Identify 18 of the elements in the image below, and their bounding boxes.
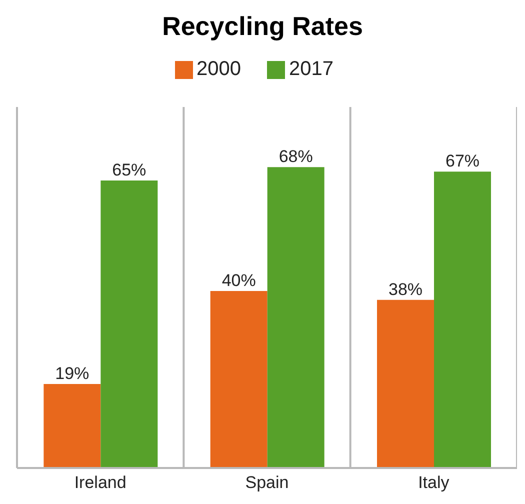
bar: [44, 384, 101, 468]
chart-title: Recycling Rates: [161, 10, 364, 43]
data-label: 67%: [445, 152, 480, 171]
bar: [267, 167, 324, 468]
x-tick-label: Italy: [418, 473, 450, 492]
bar: [377, 300, 434, 468]
data-label: 68%: [278, 147, 313, 166]
data-label: 65%: [112, 160, 146, 180]
x-tick-label: Ireland: [74, 473, 126, 492]
legend-label: 2017: [289, 58, 334, 80]
data-label: 19%: [55, 364, 90, 383]
data-label: 38%: [388, 280, 423, 299]
x-tick-label: Spain: [245, 473, 289, 492]
bar: [434, 172, 491, 468]
bar: [100, 180, 158, 468]
data-label: 40%: [222, 271, 256, 290]
bar: [210, 291, 268, 468]
legend-label: 2000: [196, 58, 241, 80]
